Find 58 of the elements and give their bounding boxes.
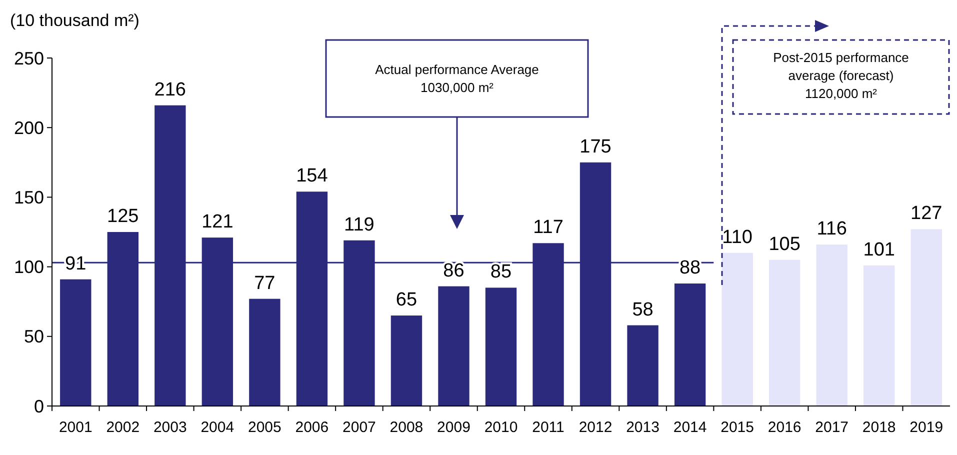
bar bbox=[485, 288, 517, 406]
bar bbox=[249, 298, 280, 406]
bar bbox=[60, 279, 92, 406]
data-label: 119 bbox=[344, 214, 374, 236]
x-tick-label: 2016 bbox=[768, 419, 802, 436]
x-tick-label: 2008 bbox=[390, 419, 424, 436]
y-tick-label: 150 bbox=[14, 188, 44, 208]
x-tick-label: 2011 bbox=[532, 419, 564, 436]
x-tick-label: 2007 bbox=[342, 419, 376, 436]
bar bbox=[390, 316, 422, 406]
annotation: Actual performance Average 1030,000 m² bbox=[375, 62, 539, 95]
x-tick-label: 2018 bbox=[862, 419, 896, 436]
x-tick-label: 2002 bbox=[106, 419, 140, 436]
data-label: 117 bbox=[533, 217, 564, 238]
data-label: 154 bbox=[296, 166, 328, 187]
x-tick-label: 2003 bbox=[153, 419, 187, 436]
x-tick-label: 2001 bbox=[58, 419, 92, 436]
bar bbox=[864, 265, 895, 406]
data-label: 88 bbox=[679, 258, 701, 279]
x-tick-label: 2004 bbox=[200, 419, 234, 436]
data-label: 125 bbox=[107, 206, 139, 227]
x-tick-label: 2012 bbox=[578, 419, 612, 436]
data-label: 216 bbox=[154, 79, 186, 100]
annotation: Post-2015 performance average (forecast) 1120,000 m² bbox=[773, 50, 909, 101]
y-tick-label: 0 bbox=[34, 396, 44, 416]
data-label: 110 bbox=[722, 226, 752, 248]
x-tick-label: 2017 bbox=[815, 419, 849, 436]
bar bbox=[438, 286, 470, 406]
y-tick-label: 100 bbox=[14, 257, 44, 278]
bar bbox=[674, 284, 706, 406]
data-label: 77 bbox=[254, 272, 276, 294]
data-label: 175 bbox=[580, 136, 612, 158]
data-label: 127 bbox=[910, 203, 942, 224]
x-tick-label: 2009 bbox=[437, 419, 470, 436]
y-axis-title: (10 thousand m²) bbox=[10, 11, 140, 30]
x-tick-label: 2019 bbox=[910, 419, 944, 436]
x-tick-label: 2010 bbox=[484, 419, 518, 436]
bar bbox=[722, 252, 753, 406]
data-label: 105 bbox=[768, 234, 800, 255]
data-label: 121 bbox=[202, 212, 234, 233]
x-tick-label: 2015 bbox=[720, 419, 754, 436]
bar bbox=[816, 244, 848, 406]
bar bbox=[910, 229, 942, 406]
x-tick-label: 2005 bbox=[248, 419, 282, 436]
data-label: 86 bbox=[443, 260, 464, 282]
x-tick-label: 2014 bbox=[673, 419, 707, 436]
bar bbox=[768, 260, 800, 406]
x-tick-label: 2013 bbox=[626, 419, 660, 436]
y-tick-label: 250 bbox=[14, 48, 44, 68]
bar bbox=[627, 325, 658, 406]
data-label: 58 bbox=[632, 299, 654, 320]
data-label: 116 bbox=[816, 218, 847, 240]
y-tick-label: 200 bbox=[14, 118, 44, 138]
x-tick-label: 2006 bbox=[295, 419, 329, 436]
data-label: 85 bbox=[490, 262, 512, 283]
data-label: 65 bbox=[396, 290, 418, 311]
y-tick-label: 50 bbox=[24, 326, 44, 347]
data-label: 101 bbox=[863, 239, 895, 260]
